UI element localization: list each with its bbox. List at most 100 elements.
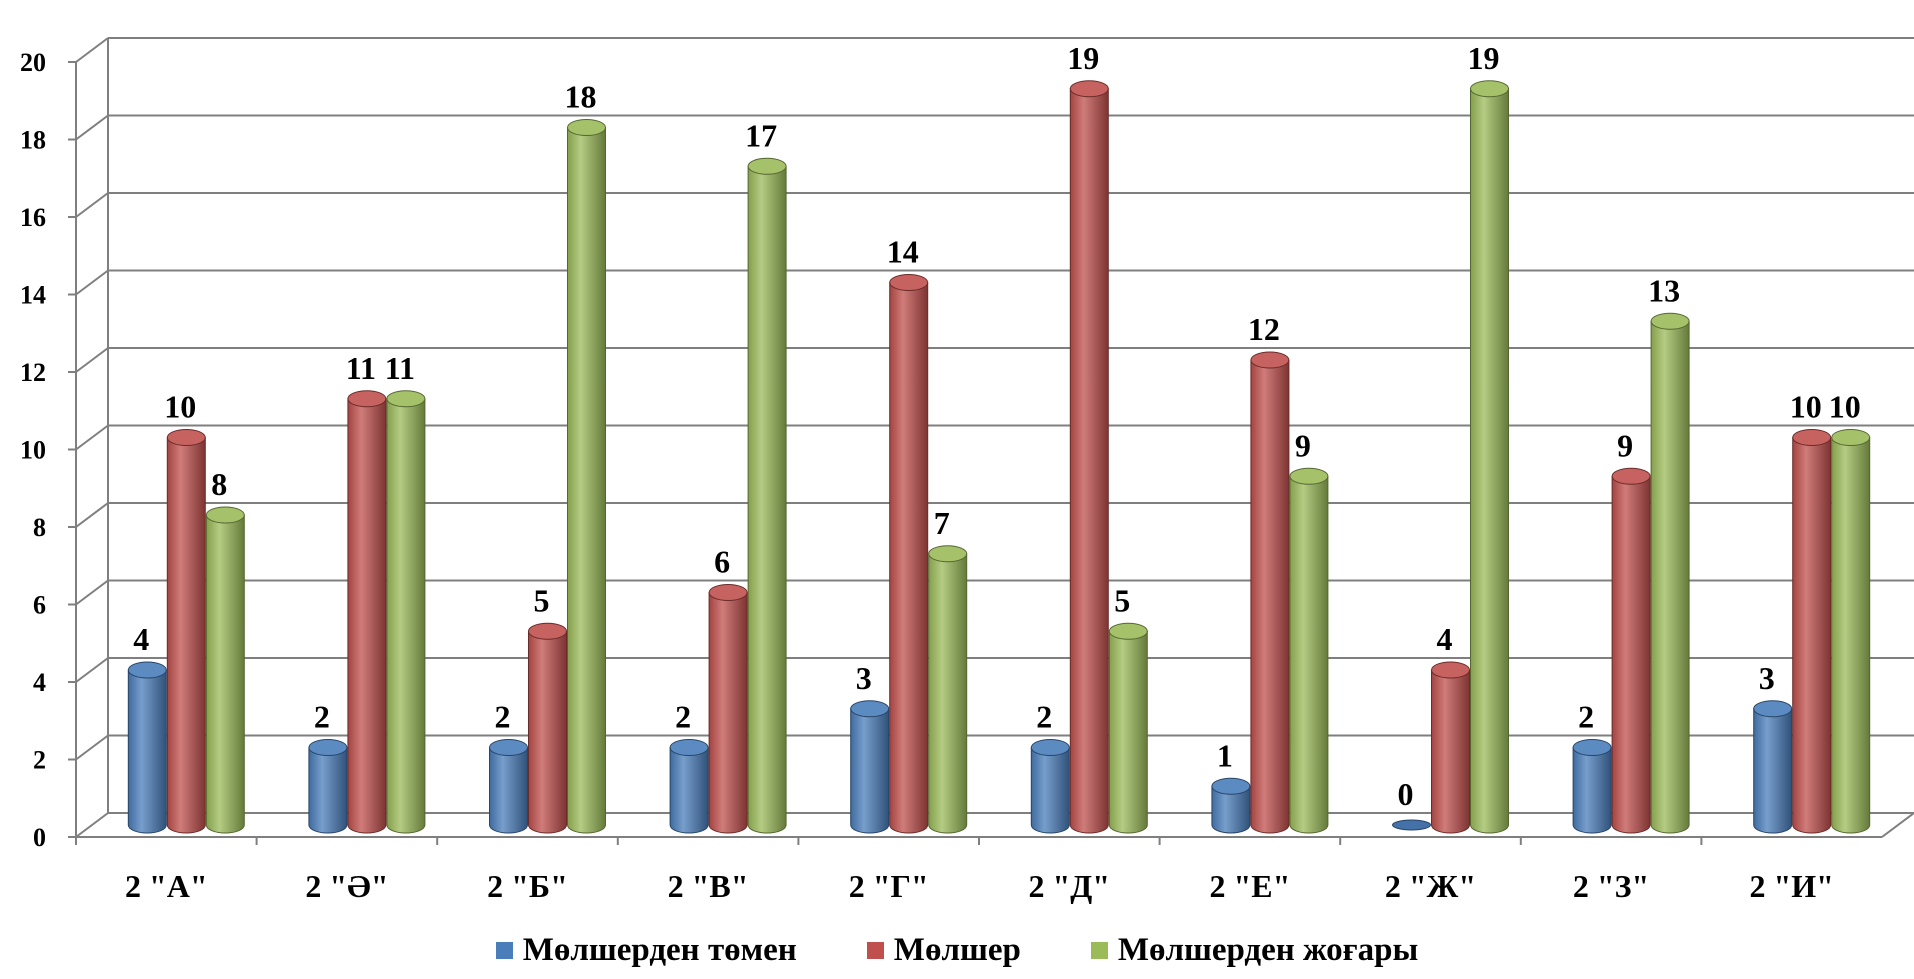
data-label-7-2: 19 [1468, 40, 1500, 76]
bar-7-0 [1392, 819, 1431, 831]
gridline-diag-0 [75, 812, 109, 838]
data-label-8-2: 13 [1648, 272, 1680, 308]
data-label-6-1: 12 [1248, 311, 1280, 347]
legend: Мөлшерден төмен Мөлшер Мөлшерден жоғары [0, 932, 1914, 969]
bar-body [308, 747, 348, 834]
bar-7-1 [1431, 661, 1470, 834]
bar-4-1 [889, 274, 929, 834]
ytick-label-0: 0 [33, 823, 46, 852]
data-label-6-0: 1 [1217, 737, 1233, 773]
bar-8-2 [1650, 312, 1690, 834]
ytick-label-10: 20 [20, 48, 46, 77]
bar-top [708, 584, 748, 601]
floor-right-edge [1881, 812, 1914, 838]
bar-top [1611, 467, 1651, 485]
bar-top [1289, 467, 1329, 485]
bar-body [850, 708, 890, 834]
data-label-7-1: 4 [1437, 621, 1453, 657]
data-label-5-2: 5 [1114, 582, 1130, 618]
bar-2-1 [528, 622, 567, 834]
xtick-label-4: 2 "Г" [849, 868, 929, 904]
data-label-2-2: 18 [565, 79, 597, 115]
data-label-2-0: 2 [495, 699, 511, 735]
bar-9-2 [1831, 429, 1871, 834]
bar-body [1470, 88, 1509, 834]
bar-1-0 [308, 739, 348, 834]
gridline-diag-6 [75, 347, 109, 373]
data-label-9-1: 10 [1790, 389, 1822, 425]
bar-body [528, 630, 567, 834]
gridline-diag-8 [75, 192, 109, 218]
bar-body [127, 669, 167, 834]
legend-label-below: Мөлшерден төмен [522, 932, 797, 968]
bar-top [1069, 80, 1109, 98]
data-label-8-0: 2 [1578, 699, 1594, 735]
bar-5-1 [1069, 80, 1109, 834]
bar-4-0 [850, 700, 890, 834]
legend-swatch-above [1090, 942, 1108, 959]
legend-swatch-below [495, 942, 513, 959]
data-label-0-1: 10 [164, 389, 196, 425]
gridline-diag-10 [75, 37, 109, 63]
bar-top [528, 622, 567, 640]
bar-2-2 [567, 119, 606, 834]
ytick-label-9: 18 [20, 126, 46, 155]
bar-body [1030, 747, 1070, 834]
bar-top [1250, 351, 1290, 369]
bar-body [347, 398, 387, 834]
bar-top [928, 545, 968, 563]
bar-1-2 [386, 390, 426, 834]
bar-top [1030, 739, 1070, 756]
legend-item-above: Мөлшерден жоғары [1090, 932, 1418, 969]
bar-body [166, 437, 206, 834]
bar-top [386, 390, 426, 408]
data-label-6-2: 9 [1295, 427, 1311, 463]
ytick-label-7: 14 [20, 281, 46, 310]
bar-top [127, 661, 167, 679]
gridline-diag-2 [75, 657, 109, 683]
bar-body [386, 398, 426, 834]
xtick-label-0: 2 "А" [125, 868, 208, 904]
bar-top [889, 274, 929, 291]
bar-3-2 [747, 157, 787, 834]
bar-0-2 [205, 506, 245, 834]
ytick-label-6: 12 [20, 358, 46, 387]
data-label-7-0: 0 [1398, 776, 1414, 812]
bar-top [1470, 80, 1509, 98]
data-label-9-0: 3 [1759, 660, 1775, 696]
data-label-2-1: 5 [534, 582, 550, 618]
bar-body [489, 747, 528, 834]
data-label-4-2: 7 [934, 505, 950, 541]
data-label-4-0: 3 [856, 660, 872, 696]
bar-top [747, 157, 787, 175]
xtick-label-2: 2 "Б" [487, 868, 568, 904]
bar-body [889, 282, 929, 834]
gridline-diag-5 [75, 424, 109, 451]
data-label-1-1: 11 [346, 350, 376, 386]
bar-0-0 [127, 661, 167, 834]
bar-4-2 [928, 545, 968, 834]
ytick-label-5: 10 [20, 436, 46, 465]
bar-top [489, 739, 528, 756]
ytick-label-3: 6 [33, 591, 46, 620]
data-label-3-1: 6 [714, 544, 730, 580]
bar-top [1431, 661, 1470, 679]
ytick-label-2: 4 [33, 668, 46, 697]
bar-7-2 [1470, 80, 1509, 834]
bar-8-1 [1611, 467, 1651, 834]
data-label-3-2: 17 [745, 117, 777, 153]
bar-3-0 [669, 739, 709, 834]
bar-top [205, 506, 245, 524]
data-label-1-2: 11 [385, 350, 415, 386]
gridline-diag-4 [75, 502, 109, 528]
bar-top [1211, 777, 1251, 795]
bar-body [1431, 669, 1470, 834]
data-label-4-1: 14 [887, 234, 919, 270]
legend-swatch-norm [866, 942, 884, 959]
bar-9-0 [1753, 700, 1793, 834]
bar-3-1 [708, 584, 748, 834]
bar-body [1611, 475, 1651, 834]
xtick-label-6: 2 "Е" [1209, 868, 1290, 904]
